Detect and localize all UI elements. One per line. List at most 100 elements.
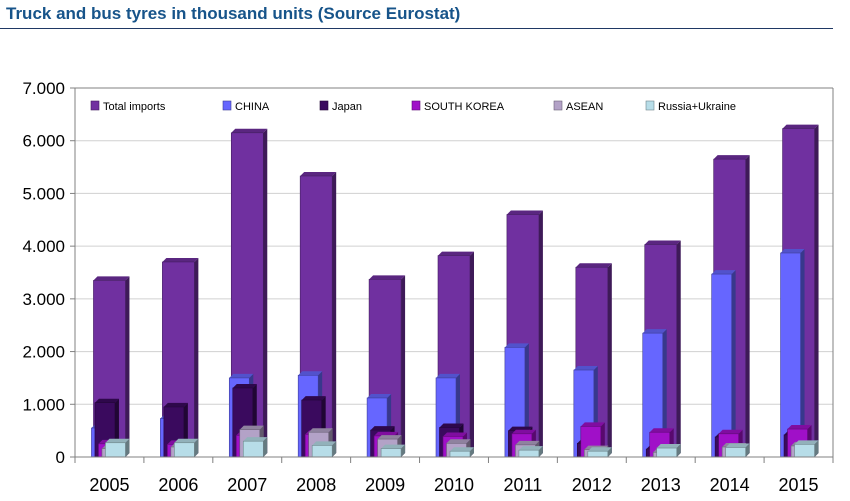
bar-side xyxy=(662,329,667,457)
bar-top xyxy=(243,437,268,442)
bar-top xyxy=(436,373,460,378)
bar-top xyxy=(587,447,612,452)
bar-side xyxy=(745,155,750,457)
x-tick-label: 2014 xyxy=(710,475,750,495)
bar-side xyxy=(470,447,474,457)
page-title: Truck and bus tyres in thousand units (S… xyxy=(6,4,461,23)
x-tick-label: 2010 xyxy=(434,475,474,495)
bar-side xyxy=(676,240,681,457)
bar-chart: 0 1.000 2.000 3.000 4.000 5.000 6.000 7.000 200… xyxy=(22,79,834,495)
bar-top xyxy=(174,438,199,443)
bar-side xyxy=(538,210,543,457)
x-axis-ticks: 2005 2006 2007 2008 2009 2010 2011 2012 2013 2014… xyxy=(74,457,834,495)
bar-top xyxy=(573,366,598,371)
bar xyxy=(587,450,609,458)
bar-top xyxy=(367,393,392,398)
legend-label: Russia+Ukraine xyxy=(658,101,736,113)
y-tick-label: 4.000 xyxy=(22,237,65,256)
x-tick-label: 2015 xyxy=(779,475,819,495)
bar-top xyxy=(232,383,257,388)
bar-top xyxy=(374,431,399,436)
bars xyxy=(91,124,819,458)
bar xyxy=(656,447,678,458)
bar-side xyxy=(401,444,406,457)
bar-top xyxy=(508,426,533,431)
legend-swatch xyxy=(411,100,421,111)
bar xyxy=(311,445,333,458)
bar-side xyxy=(745,443,750,457)
page-header: Truck and bus tyres in thousand units (S… xyxy=(0,0,850,30)
bar xyxy=(174,442,195,458)
bar-side xyxy=(194,438,199,457)
y-tick-label: 0 xyxy=(56,448,65,467)
bar-top xyxy=(656,444,681,449)
bar-top xyxy=(162,257,199,262)
bar-top xyxy=(787,425,812,430)
bar-top xyxy=(312,441,337,446)
x-tick-label: 2007 xyxy=(227,475,267,495)
x-tick-label: 2009 xyxy=(365,475,405,495)
bar-side xyxy=(676,444,681,457)
y-tick-label: 2.000 xyxy=(22,343,65,362)
legend-label: SOUTH KOREA xyxy=(424,101,505,113)
bar-top xyxy=(518,446,543,451)
bar-side xyxy=(263,128,268,458)
bar-top xyxy=(644,240,681,245)
bar-top xyxy=(438,251,474,256)
bar-side xyxy=(607,447,612,457)
bar-top xyxy=(649,428,674,433)
axes xyxy=(74,87,834,458)
bar-top xyxy=(713,155,750,160)
bar-top xyxy=(93,276,130,281)
bar-side xyxy=(800,248,805,457)
bar-top xyxy=(300,172,337,177)
bar-top xyxy=(443,432,467,437)
bar-top xyxy=(377,435,402,440)
bar-side xyxy=(814,440,819,457)
bar-side xyxy=(125,276,130,457)
bar-top xyxy=(450,447,474,452)
bar xyxy=(449,450,471,458)
bar-side xyxy=(731,270,736,457)
bar-top xyxy=(580,422,605,427)
x-tick-label: 2013 xyxy=(641,475,681,495)
bar-side xyxy=(538,446,543,457)
bar-top xyxy=(229,373,254,378)
bar-side xyxy=(401,275,406,457)
x-tick-label: 2006 xyxy=(158,475,198,495)
bar-top xyxy=(105,438,130,443)
bar-top xyxy=(642,329,667,334)
legend-label: Total imports xyxy=(103,101,166,113)
bar-side xyxy=(332,172,337,458)
bar-top xyxy=(94,398,119,403)
bar-top xyxy=(506,210,543,215)
bar-side xyxy=(332,441,337,457)
bar-top xyxy=(511,429,536,434)
bar xyxy=(711,273,732,458)
bar-top xyxy=(439,423,464,428)
bar-top xyxy=(782,124,819,129)
header-divider xyxy=(0,28,833,29)
bar-top xyxy=(446,439,471,444)
bar xyxy=(794,444,815,458)
bar-side xyxy=(194,257,199,457)
bar-side xyxy=(263,437,268,457)
bar-top xyxy=(794,440,819,445)
y-tick-label: 6.000 xyxy=(22,132,65,151)
bar xyxy=(242,440,264,458)
y-tick-label: 7.000 xyxy=(22,79,65,98)
bar-top xyxy=(163,402,188,407)
bar-top xyxy=(369,275,406,280)
bar-top xyxy=(780,248,805,253)
legend-label: ASEAN xyxy=(566,101,603,113)
x-tick-label: 2005 xyxy=(89,475,129,495)
bar-side xyxy=(470,251,474,457)
legend-label: CHINA xyxy=(235,101,270,113)
legend-swatch xyxy=(222,100,232,111)
bar-top xyxy=(381,444,406,449)
bar-top xyxy=(575,263,612,268)
bar-side xyxy=(814,124,819,457)
legend-label: Japan xyxy=(332,101,362,113)
legend-swatch xyxy=(553,100,563,111)
bar-top xyxy=(515,440,540,445)
